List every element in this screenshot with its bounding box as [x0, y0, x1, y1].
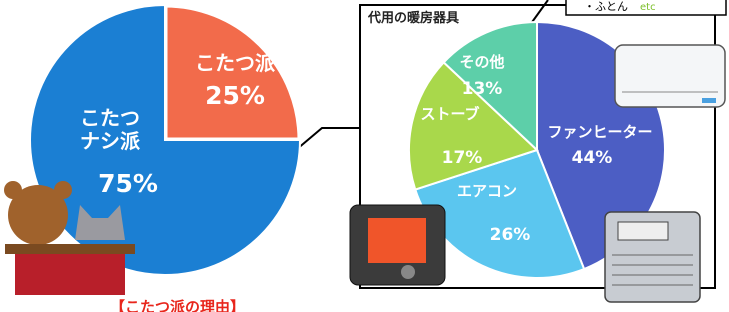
infographic: ・ふとん etc 代用の暖房器具 【こたつ派の理由】 こたつ派 25% こたつナシ派…: [0, 0, 729, 312]
slice-label: こたつナシ派: [77, 107, 143, 153]
fan-heater: [605, 212, 700, 302]
value-label: 75%: [88, 170, 168, 199]
caption: 【こたつ派の理由】: [110, 298, 245, 312]
value-label: 44%: [562, 149, 622, 169]
slice-label: こたつ派: [180, 52, 290, 75]
value-label: 25%: [195, 82, 275, 111]
value-label: 13%: [452, 80, 512, 100]
slice-label: ファンヒーター: [535, 124, 665, 141]
note: ・ふとん: [584, 0, 628, 13]
value-label-box: 26%: [480, 226, 540, 306]
air-conditioner: [615, 45, 725, 107]
value-label-box: 25%: [195, 82, 275, 162]
note-etc: etc: [640, 2, 656, 13]
value-label-box: 13%: [452, 80, 512, 160]
stove: [350, 205, 445, 285]
slice-label: その他: [447, 54, 517, 71]
panel-title: 代用の暖房器具: [367, 10, 459, 26]
pies: こたつ派25%こたつナシ派75%ファンヒーター44%エアコン26%ストーブ17%…: [30, 5, 665, 306]
